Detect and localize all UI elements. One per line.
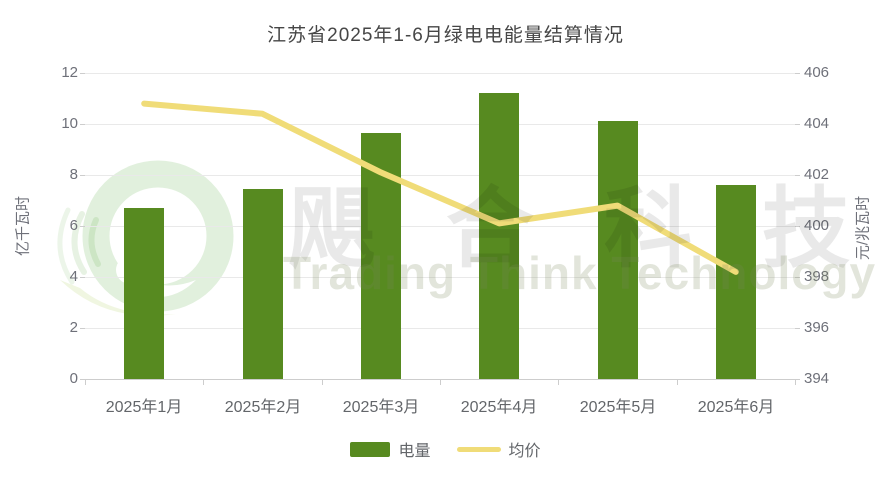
gridline: [85, 175, 795, 176]
y-axis-right-tick: [795, 277, 800, 278]
y-axis-left-tick-label: 12: [61, 64, 78, 81]
x-axis-tick: [322, 380, 323, 385]
chart-title: 江苏省2025年1-6月绿电电能量结算情况: [267, 25, 624, 46]
x-axis-category-label: 2025年2月: [224, 399, 302, 416]
x-axis-tick: [558, 380, 559, 385]
x-axis-category-label: 2025年5月: [579, 399, 657, 416]
y-axis-left-tick: [80, 175, 85, 176]
y-axis-left-tick-label: 10: [61, 115, 78, 132]
y-axis-left-tick-label: 6: [69, 217, 78, 234]
y-axis-left-tick: [80, 124, 85, 125]
y-axis-left-title: 亿千瓦时: [14, 195, 32, 257]
gridline: [85, 277, 795, 278]
y-axis-right-tick-label: 400: [804, 217, 830, 234]
y-axis-left-tick-label: 4: [69, 268, 78, 285]
gridline: [85, 328, 795, 329]
x-axis-category-label: 2025年6月: [697, 399, 775, 416]
chart-legend: 电量 均价: [0, 440, 891, 460]
bar-column[interactable]: [124, 208, 164, 379]
y-axis-right-tick-label: 394: [804, 370, 830, 387]
y-axis-left-tick: [80, 226, 85, 227]
y-axis-left-tick: [80, 328, 85, 329]
x-axis-category-label: 2025年1月: [105, 399, 183, 416]
bar-column[interactable]: [361, 133, 401, 379]
y-axis-left-tick: [80, 73, 85, 74]
bar-column[interactable]: [243, 189, 283, 379]
y-axis-right-tick-label: 402: [804, 166, 830, 183]
x-axis-category-label: 2025年3月: [342, 399, 420, 416]
bar-column[interactable]: [479, 93, 519, 379]
y-axis-right-tick-label: 396: [804, 319, 830, 336]
gridline: [85, 73, 795, 74]
y-axis-left-tick-label: 8: [69, 166, 78, 183]
y-axis-right-tick: [795, 124, 800, 125]
y-axis-right-tick-label: 398: [804, 268, 830, 285]
legend-item-price[interactable]: 均价: [508, 443, 541, 460]
y-axis-right-tick-label: 406: [804, 64, 830, 81]
legend-bar-swatch-icon[interactable]: [350, 441, 391, 457]
bar-column[interactable]: [716, 185, 756, 379]
x-axis-line: [85, 379, 796, 380]
y-axis-right-tick: [795, 226, 800, 227]
x-axis-tick: [440, 380, 441, 385]
y-axis-left-tick-label: 2: [69, 319, 78, 336]
y-axis-right-tick: [795, 328, 800, 329]
y-axis-right-tick-label: 404: [804, 115, 830, 132]
y-axis-right-title: 元/兆瓦时: [854, 195, 872, 261]
gridline: [85, 124, 795, 125]
y-axis-left-tick: [80, 379, 85, 380]
x-axis-tick: [677, 380, 678, 385]
gridline: [85, 226, 795, 227]
legend-item-volume[interactable]: 电量: [398, 443, 431, 460]
x-axis-tick: [203, 380, 204, 385]
x-axis-tick: [795, 380, 796, 385]
price-line[interactable]: [141, 100, 739, 275]
legend-line-swatch-icon[interactable]: [456, 446, 501, 452]
bar-column[interactable]: [598, 121, 638, 379]
y-axis-right-tick: [795, 73, 800, 74]
x-axis-category-label: 2025年4月: [460, 399, 538, 416]
y-axis-right-tick: [795, 379, 800, 380]
x-axis-tick: [85, 380, 86, 385]
y-axis-left-tick-label: 0: [69, 370, 78, 387]
y-axis-left-tick: [80, 277, 85, 278]
y-axis-right-tick: [795, 175, 800, 176]
